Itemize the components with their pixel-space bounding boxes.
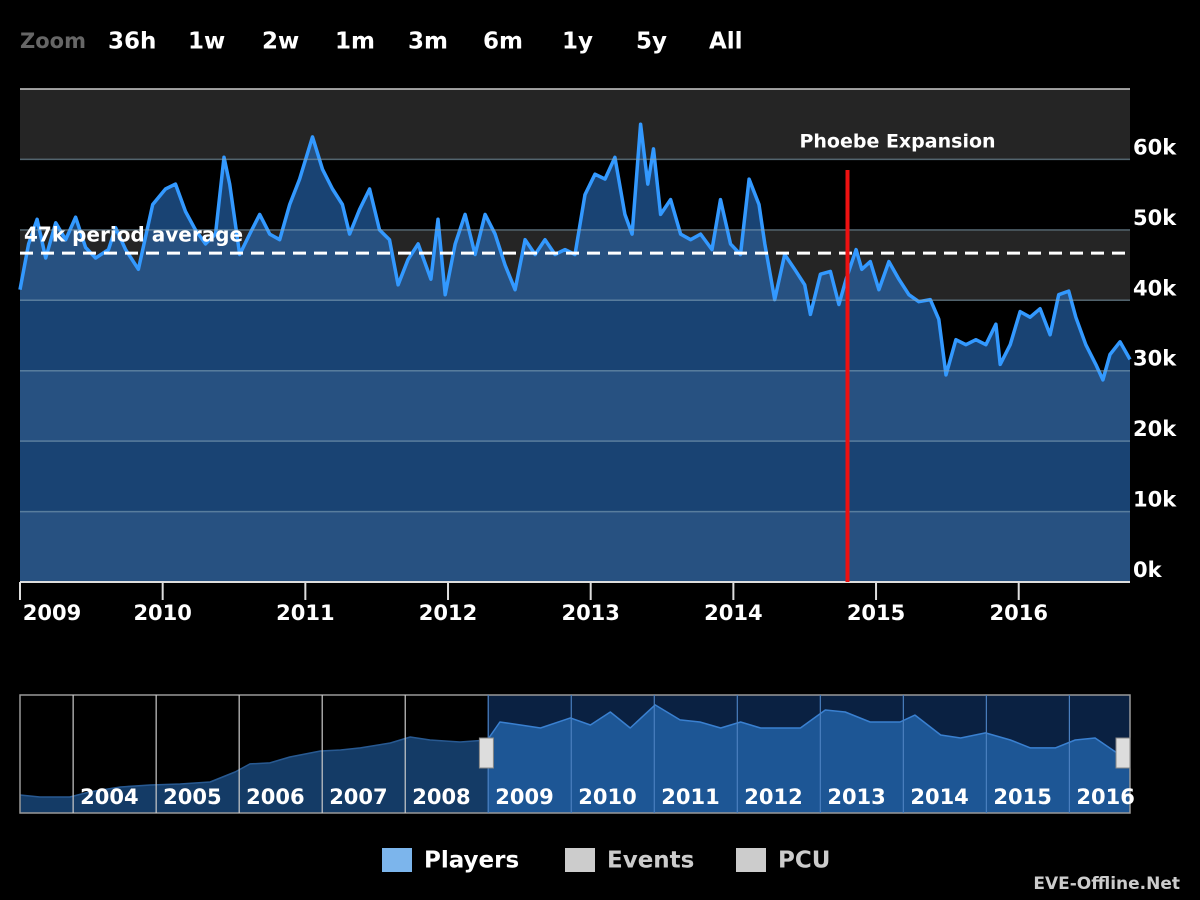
plot-band xyxy=(20,89,1130,160)
x-tick-label: 2012 xyxy=(419,601,477,625)
y-tick-label: 30k xyxy=(1133,347,1177,371)
x-tick-label: 2011 xyxy=(276,601,334,625)
x-tick-label: 2013 xyxy=(561,601,619,625)
legend-swatch[interactable] xyxy=(736,848,766,872)
navigator-tick-label: 2011 xyxy=(661,785,719,809)
navigator-tick-label: 2007 xyxy=(329,785,387,809)
series-line xyxy=(19,704,1131,798)
zoom-button[interactable]: 5y xyxy=(636,29,667,55)
navigator-tick-label: 2015 xyxy=(993,785,1051,809)
navigator-tick-label: 2006 xyxy=(246,785,304,809)
zoom-button[interactable]: 3m xyxy=(408,29,448,55)
legend-label[interactable]: Events xyxy=(607,848,694,874)
zoom-button[interactable]: 6m xyxy=(483,29,523,55)
navigator-tick-label: 2009 xyxy=(495,785,553,809)
navigator-mask xyxy=(20,695,488,813)
navigator-tick-label: 2012 xyxy=(744,785,802,809)
zoom-button[interactable]: 1m xyxy=(335,29,375,55)
zoom-label: Zoom xyxy=(20,29,86,53)
zoom-button[interactable]: 1y xyxy=(562,29,593,55)
x-tick-label: 2009 xyxy=(23,601,81,625)
zoom-button[interactable]: All xyxy=(709,29,743,55)
x-tick-label: 2015 xyxy=(847,601,905,625)
zoom-button[interactable]: 2w xyxy=(262,29,299,55)
navigator-handle[interactable] xyxy=(1115,737,1131,769)
plot-band xyxy=(20,159,1130,230)
x-tick-label: 2016 xyxy=(989,601,1047,625)
zoom-button[interactable]: 1w xyxy=(188,29,225,55)
navigator-handle[interactable] xyxy=(478,737,494,769)
series-line xyxy=(18,122,1132,382)
y-tick-label: 0k xyxy=(1133,558,1163,582)
navigator-tick-label: 2004 xyxy=(80,785,138,809)
area-fill xyxy=(20,124,1130,582)
y-tick-label: 10k xyxy=(1133,488,1177,512)
x-tick-label: 2014 xyxy=(704,601,762,625)
navigator-tick-label: 2016 xyxy=(1076,785,1134,809)
event-label: Phoebe Expansion xyxy=(799,131,995,153)
navigator-tick-label: 2014 xyxy=(910,785,968,809)
y-tick-label: 40k xyxy=(1133,276,1177,300)
y-tick-label: 50k xyxy=(1133,206,1177,230)
credit[interactable]: EVE-Offline.Net xyxy=(1033,874,1180,894)
y-tick-label: 20k xyxy=(1133,417,1177,441)
legend-swatch[interactable] xyxy=(565,848,595,872)
y-tick-label: 60k xyxy=(1133,135,1177,159)
legend-swatch[interactable] xyxy=(382,848,412,872)
legend-label[interactable]: Players xyxy=(424,848,519,874)
area-fill xyxy=(20,704,1130,813)
navigator-tick-label: 2013 xyxy=(827,785,885,809)
average-label: 47k period average xyxy=(24,223,243,247)
navigator-tick-label: 2008 xyxy=(412,785,470,809)
legend-label[interactable]: PCU xyxy=(778,848,830,874)
navigator-tick-label: 2010 xyxy=(578,785,636,809)
x-tick-label: 2010 xyxy=(133,601,191,625)
navigator-tick-label: 2005 xyxy=(163,785,221,809)
zoom-button[interactable]: 36h xyxy=(108,29,156,55)
